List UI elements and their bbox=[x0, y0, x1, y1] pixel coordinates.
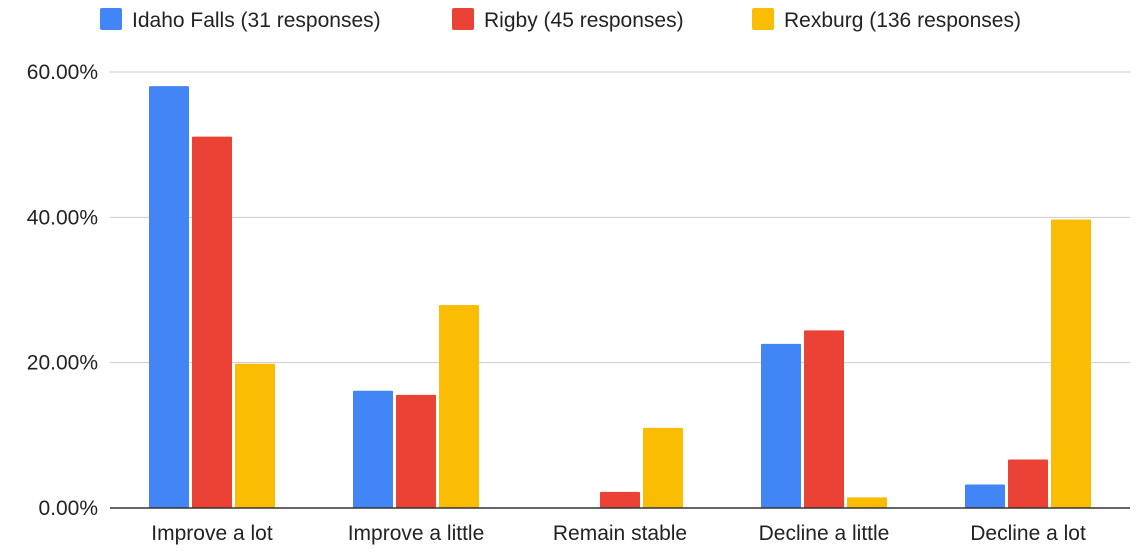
bar[interactable] bbox=[643, 427, 683, 508]
x-tick-label: Decline a little bbox=[759, 522, 890, 545]
x-tick-label: Remain stable bbox=[553, 522, 687, 545]
bars bbox=[149, 86, 1091, 509]
y-tick-label: 60.00% bbox=[27, 61, 98, 84]
x-tick-label: Improve a lot bbox=[151, 522, 273, 545]
x-tick-label: Decline a lot bbox=[970, 522, 1086, 545]
bar[interactable] bbox=[965, 484, 1005, 508]
legend-swatch bbox=[452, 8, 474, 30]
bar[interactable] bbox=[1051, 219, 1091, 508]
bar[interactable] bbox=[600, 491, 640, 508]
bar[interactable] bbox=[847, 497, 887, 508]
legend-label: Rexburg (136 responses) bbox=[784, 9, 1021, 32]
bar[interactable] bbox=[761, 343, 801, 508]
bar[interactable] bbox=[1008, 459, 1048, 508]
axes: 0.00% 20.00% 40.00% 60.00% Improve a lot Impr… bbox=[27, 61, 1130, 545]
bar[interactable] bbox=[804, 330, 844, 508]
legend: Idaho Falls (31 responses) Rigby (45 resp… bbox=[100, 8, 1021, 32]
y-tick-label: 20.00% bbox=[27, 352, 98, 375]
x-tick-label: Improve a little bbox=[348, 522, 485, 545]
legend-label: Rigby (45 responses) bbox=[484, 9, 684, 32]
bar[interactable] bbox=[149, 86, 189, 508]
gridlines bbox=[110, 71, 1130, 364]
bar[interactable] bbox=[439, 304, 479, 508]
bar[interactable] bbox=[235, 363, 275, 508]
y-tick-label: 0.00% bbox=[38, 497, 98, 520]
y-tick-label: 40.00% bbox=[27, 206, 98, 229]
legend-label: Idaho Falls (31 responses) bbox=[132, 9, 381, 32]
bar[interactable] bbox=[192, 136, 232, 509]
legend-swatch bbox=[100, 8, 122, 30]
bar[interactable] bbox=[353, 390, 393, 508]
legend-swatch bbox=[752, 8, 774, 30]
bar[interactable] bbox=[396, 394, 436, 508]
